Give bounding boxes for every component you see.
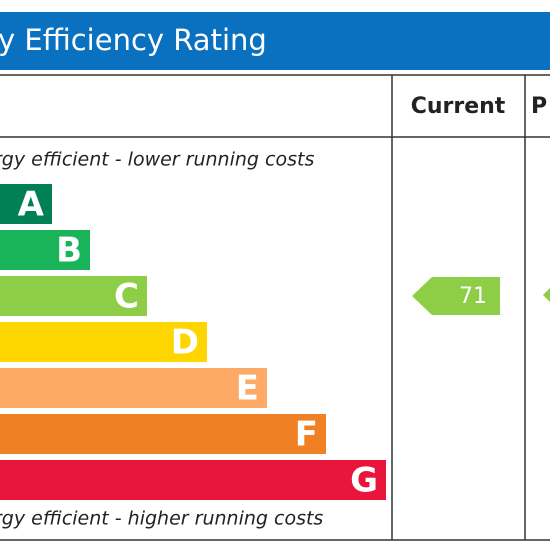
top-note: rgy efficient - lower running costs: [0, 149, 314, 171]
bottom-note: rgy efficient - higher running costs: [0, 508, 323, 530]
band-bar: [0, 368, 267, 408]
band-letter: G: [350, 461, 378, 501]
title: y Efficiency Rating: [0, 23, 267, 57]
band-bar: [0, 276, 147, 316]
band-letter: C: [114, 277, 139, 317]
band-bar: [0, 184, 52, 224]
band-bar: [0, 322, 207, 362]
title-bar: [0, 12, 550, 70]
band-bar: [0, 230, 90, 270]
potential-arrow: [543, 288, 550, 302]
band-letter: A: [18, 185, 45, 225]
current-rating: 71: [459, 284, 487, 309]
current-header: Current: [411, 94, 506, 119]
band-letter: F: [295, 415, 318, 455]
band-bar: [0, 414, 326, 454]
band-letter: E: [236, 369, 259, 409]
current-arrow: [412, 277, 500, 315]
potential-header: P: [531, 94, 547, 119]
band-letter: D: [171, 323, 199, 363]
band-bar: [0, 460, 386, 500]
band-letter: B: [56, 231, 82, 271]
